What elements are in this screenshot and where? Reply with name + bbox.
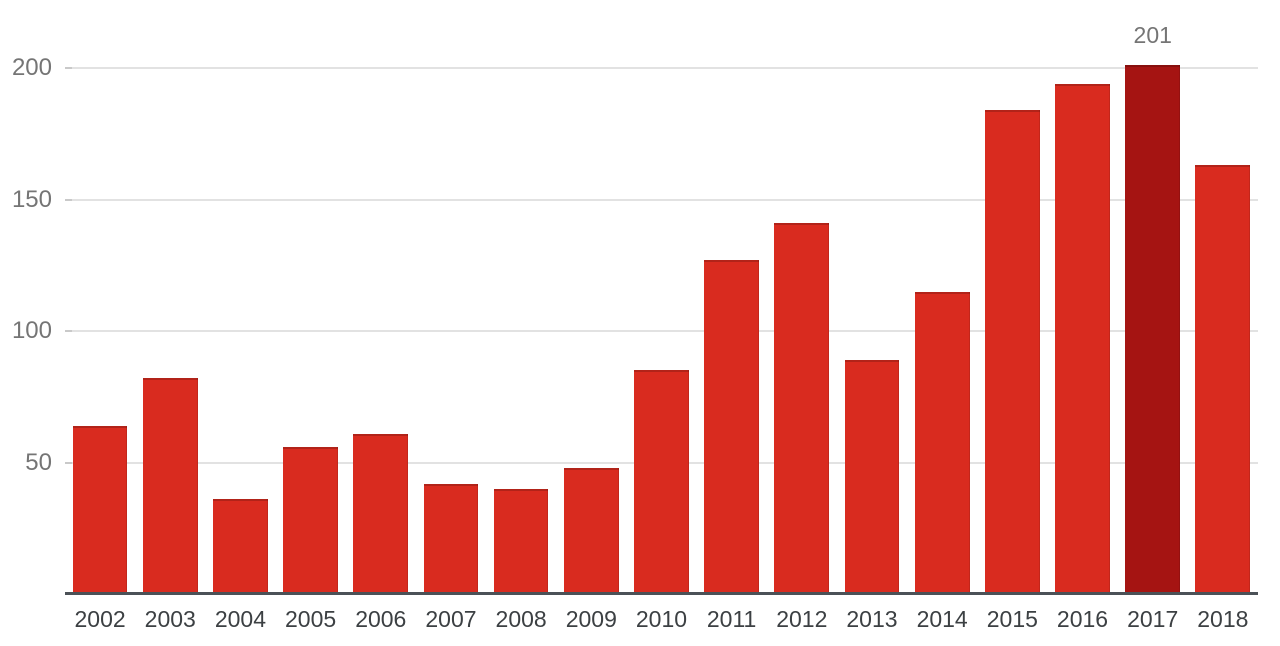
bar-2007	[423, 483, 479, 594]
bar-slot-2005	[276, 68, 346, 594]
plot-area: 201	[65, 22, 1258, 594]
x-axis-label-2007: 2007	[425, 606, 477, 632]
bar-2004	[213, 499, 268, 594]
bar-2018	[1195, 165, 1251, 594]
x-axis-label-2018: 2018	[1197, 606, 1249, 632]
x-axis-label-2009: 2009	[565, 606, 617, 632]
gridline-150	[65, 198, 1258, 201]
bars-layer	[65, 65, 1258, 594]
bar-2017	[1125, 65, 1181, 594]
bar-slot-2008	[486, 68, 556, 594]
x-axis-baseline	[65, 592, 1258, 595]
bar-2013	[844, 359, 900, 594]
bar-slot-2012	[767, 68, 837, 594]
x-axis-label-2013: 2013	[846, 606, 898, 632]
bar-2016	[1055, 83, 1110, 594]
bar-slot-2018	[1188, 68, 1258, 594]
bar-2008	[493, 488, 549, 594]
x-axis-label-2006: 2006	[355, 606, 407, 632]
bar-2009	[563, 467, 619, 594]
bar-2005	[283, 446, 338, 594]
x-axis-label-2015: 2015	[986, 606, 1038, 632]
bar-2014	[914, 291, 970, 594]
y-axis-label-150: 150	[11, 185, 52, 213]
bar-2003	[142, 378, 198, 594]
x-axis-labels: 2002 2003 2004 2005 2006 2007 2008 2009 2010 2011…	[65, 605, 1258, 633]
x-axis-label-2011: 2011	[706, 606, 757, 632]
bar-2010	[634, 370, 689, 594]
y-axis-label-50: 50	[25, 448, 52, 476]
bar-slot-2010	[626, 68, 696, 594]
bar-slot-2002	[65, 68, 135, 594]
bar-slot-2013	[837, 68, 907, 594]
x-axis-label-2003: 2003	[144, 606, 196, 632]
bar-slot-2003	[135, 68, 205, 594]
x-axis-label-2005: 2005	[285, 606, 337, 632]
x-axis-label-2014: 2014	[916, 606, 968, 632]
bar-2006	[353, 433, 409, 594]
x-axis-label-2002: 2002	[74, 606, 126, 632]
y-axis-label-100: 100	[11, 317, 52, 344]
bar-slot-2004	[205, 68, 275, 594]
y-axis-label-200: 200	[11, 54, 52, 81]
bar-2011	[704, 260, 759, 594]
gridline-100	[65, 330, 1258, 332]
bar-slot-2007	[416, 68, 486, 594]
bar-slot-2006	[346, 68, 416, 594]
bar-slot-2015	[977, 68, 1047, 594]
x-axis-label-2010: 2010	[635, 606, 688, 632]
bar-slot-2009	[556, 68, 626, 594]
bar-slot-2017	[1118, 65, 1188, 594]
gridline-200	[65, 67, 1258, 69]
bar-slot-2011	[697, 68, 767, 594]
bar-value-annotation: 201	[1133, 22, 1172, 49]
x-axis-label-2017: 2017	[1127, 606, 1179, 632]
bar-slot-2014	[907, 68, 977, 594]
x-axis-label-2012: 2012	[776, 606, 828, 632]
x-axis-label-2004: 2004	[214, 606, 267, 632]
bar-slot-2016	[1047, 68, 1117, 594]
bar-2002	[72, 425, 128, 594]
bar-2012	[774, 223, 830, 594]
x-axis-label-2008: 2008	[495, 606, 547, 632]
bar-2015	[984, 110, 1040, 594]
x-axis-label-2016: 2016	[1056, 606, 1109, 632]
